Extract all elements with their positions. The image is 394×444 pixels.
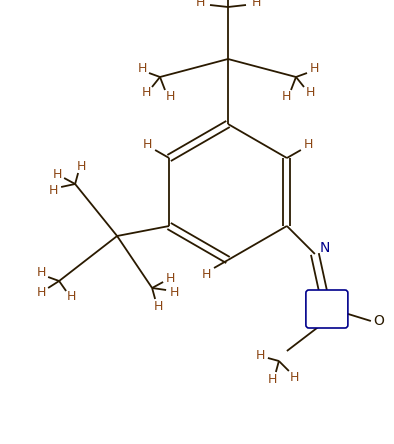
Text: H: H xyxy=(304,138,314,151)
Text: H: H xyxy=(52,167,62,181)
Text: H: H xyxy=(290,370,299,384)
Text: H: H xyxy=(67,290,76,304)
Text: H: H xyxy=(309,63,319,75)
Text: H: H xyxy=(256,349,266,361)
Text: H: H xyxy=(305,87,315,99)
Text: H: H xyxy=(36,286,46,300)
Text: H: H xyxy=(153,300,163,313)
Text: o: o xyxy=(333,297,339,307)
Text: H: H xyxy=(138,63,147,75)
Text: N: N xyxy=(320,241,330,255)
FancyBboxPatch shape xyxy=(306,290,348,328)
Text: H: H xyxy=(76,159,86,173)
Text: H: H xyxy=(169,285,179,298)
Text: H: H xyxy=(281,91,291,103)
Text: H: H xyxy=(36,266,46,280)
Text: H: H xyxy=(165,91,175,103)
Text: S: S xyxy=(320,302,329,316)
Text: H: H xyxy=(201,267,211,281)
Text: H: H xyxy=(142,138,152,151)
Text: H: H xyxy=(251,0,261,9)
Text: O: O xyxy=(374,314,384,328)
Text: H: H xyxy=(268,373,278,385)
Text: H: H xyxy=(165,271,175,285)
Text: H: H xyxy=(195,0,205,9)
Text: H: H xyxy=(48,183,58,197)
Text: H: H xyxy=(141,87,151,99)
